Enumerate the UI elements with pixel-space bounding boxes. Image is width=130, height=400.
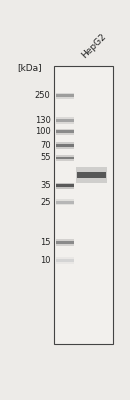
Text: 130: 130 <box>35 116 51 125</box>
Bar <box>56 201 74 204</box>
Bar <box>56 241 74 244</box>
Text: HepG2: HepG2 <box>80 32 108 60</box>
Bar <box>56 94 74 97</box>
Bar <box>56 183 74 189</box>
Bar <box>76 167 107 182</box>
Bar <box>56 130 74 133</box>
Bar <box>56 118 74 124</box>
Text: 100: 100 <box>35 127 51 136</box>
Bar <box>77 172 106 178</box>
Text: 35: 35 <box>40 181 51 190</box>
Text: [kDa]: [kDa] <box>17 63 42 72</box>
Bar <box>56 128 74 135</box>
Bar <box>54 66 113 344</box>
Bar <box>56 199 74 205</box>
Text: 15: 15 <box>40 238 51 247</box>
Text: 25: 25 <box>40 198 51 207</box>
Bar <box>56 92 74 99</box>
Bar <box>56 259 74 262</box>
Bar <box>56 155 74 161</box>
Bar <box>56 156 74 159</box>
Bar <box>56 144 74 147</box>
Text: 250: 250 <box>35 91 51 100</box>
Text: 10: 10 <box>40 256 51 265</box>
Bar <box>56 119 74 122</box>
Text: 55: 55 <box>40 154 51 162</box>
Bar <box>56 240 74 246</box>
Bar <box>56 184 74 187</box>
Bar <box>54 66 113 344</box>
Bar <box>56 258 74 264</box>
Text: 70: 70 <box>40 141 51 150</box>
Bar <box>56 142 74 148</box>
